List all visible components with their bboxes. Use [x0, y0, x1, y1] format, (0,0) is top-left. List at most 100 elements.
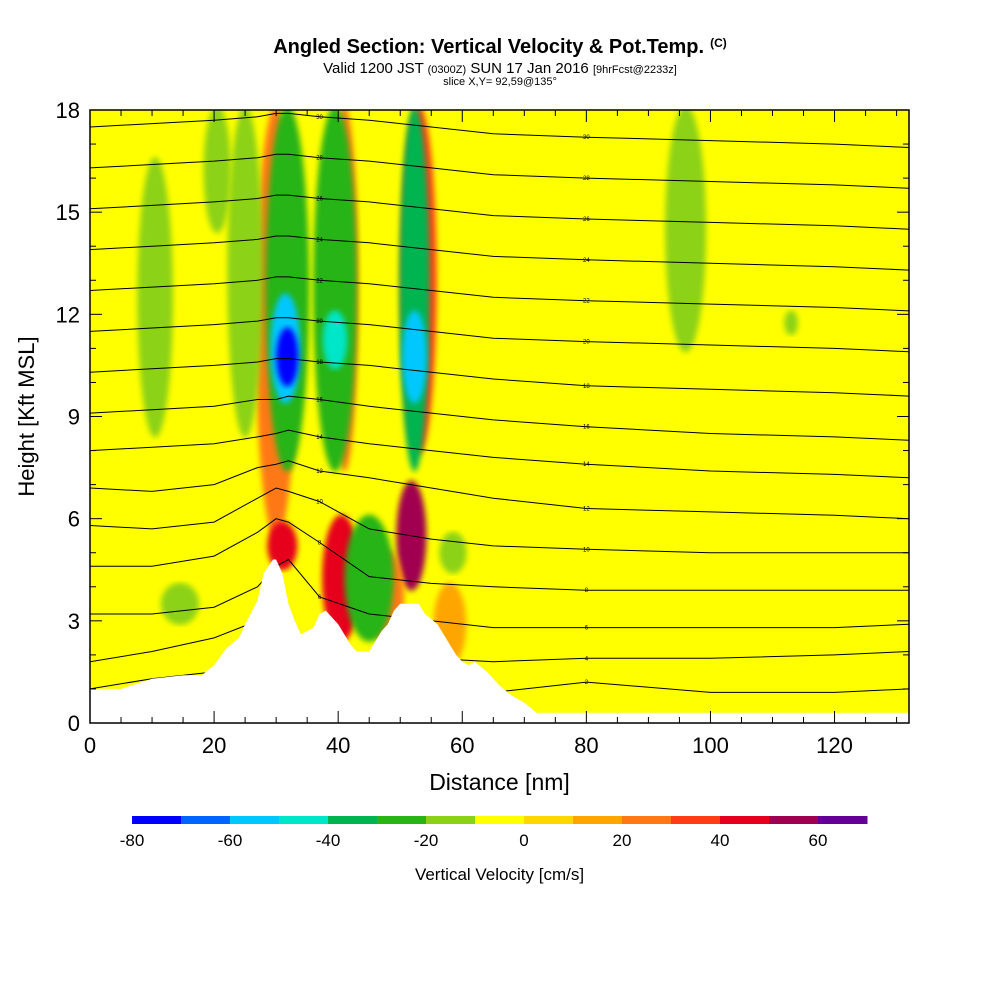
chart-title: Angled Section: Vertical Velocity & Pot.…: [0, 36, 1000, 59]
colorbar-swatch: [671, 816, 721, 824]
isentrope-label: 6: [318, 595, 322, 601]
colorbar-tick-label: -40: [316, 831, 341, 850]
downdraft-cell: [402, 310, 427, 404]
colorbar-tick-label: -20: [414, 831, 439, 850]
isentrope-label: 28: [316, 156, 323, 162]
colorbar-swatch: [181, 816, 231, 824]
slice-label: slice X,Y= 92,59@135°: [443, 76, 557, 88]
axes: 0 20 40 60 80 100 120 0 3 6 9 12 15 18 Distance [nm] He…: [14, 98, 910, 795]
isentrope-line: [90, 487, 909, 554]
subtitle-utc: (0300Z): [427, 64, 467, 76]
isentrope-label: 26: [583, 217, 590, 223]
isentrope-line: [90, 194, 909, 230]
x-tick-label: 0: [84, 733, 96, 758]
colorbar-swatch: [818, 816, 868, 824]
colorbar-swatch: [573, 816, 623, 824]
colorbar-swatch: [328, 816, 378, 824]
downdraft-cell: [160, 582, 200, 625]
y-tick-label: 3: [68, 609, 80, 634]
chart-title-text: Angled Section: Vertical Velocity & Pot.…: [273, 36, 705, 58]
isentrope-label: 20: [583, 340, 590, 346]
x-tick-label: 100: [692, 733, 729, 758]
y-tick-label: 0: [68, 711, 80, 736]
colorbar-swatch: [377, 816, 427, 824]
isentrope-label: 8: [318, 541, 322, 547]
isentrope-label: 2: [585, 680, 589, 686]
isentrope-line: [90, 153, 909, 189]
colorbar-swatch: [769, 816, 819, 824]
isentrope-label: 14: [583, 462, 590, 468]
isentrope-line: [90, 235, 909, 271]
isentrope-line: [90, 395, 909, 441]
colorbar-swatch: [132, 816, 182, 824]
isentrope-label: 14: [316, 435, 323, 441]
updraft-cell: [267, 521, 298, 571]
isentrope-label: 18: [316, 360, 323, 366]
x-tick-label: 60: [450, 733, 474, 758]
colorbar-label: Vertical Velocity [cm/s]: [415, 865, 584, 884]
isentrope-label: 8: [585, 588, 589, 594]
isentrope-line: [90, 518, 909, 591]
isentrope-label: 20: [316, 319, 323, 325]
colorbar-swatch: [622, 816, 672, 824]
isentrope-line: [90, 460, 909, 520]
x-tick-label: 40: [326, 733, 350, 758]
isentrope-line: [90, 429, 909, 479]
isentrope-label: 24: [583, 258, 590, 264]
colorbar-swatch: [230, 816, 280, 824]
downdraft-cell: [665, 110, 707, 353]
y-tick-label: 9: [68, 405, 80, 430]
isentrope-label: 22: [316, 278, 323, 284]
downdraft-cell: [276, 327, 299, 387]
subtitle-forecast: [9hrFcst@2233z]: [592, 64, 677, 76]
colorbar-swatch: [426, 816, 476, 824]
isentrope-label: 12: [583, 506, 590, 512]
x-tick-label: 80: [574, 733, 598, 758]
colorbar-tick-label: 60: [809, 831, 828, 850]
chart-title-tag: (C): [710, 36, 727, 50]
colorbar-swatch: [279, 816, 329, 824]
x-axis-label: Distance [nm]: [429, 769, 570, 795]
colorbar-tick-label: -60: [218, 831, 243, 850]
y-tick-label: 12: [56, 302, 80, 327]
isentrope-label: 10: [316, 500, 323, 506]
isentrope-label: 30: [583, 135, 590, 141]
plot-area: 2244668810101212141416161818202022222424…: [90, 110, 909, 723]
downdraft-cell: [203, 110, 231, 234]
colorbar-tick-label: 0: [519, 831, 528, 850]
downdraft-cell: [322, 310, 348, 370]
isentrope-label: 24: [316, 237, 323, 243]
colorbar-tick-label: -80: [120, 831, 145, 850]
downdraft-cell: [265, 110, 310, 472]
isentrope-label: 16: [583, 425, 590, 431]
y-tick-label: 6: [68, 507, 80, 532]
colorbar-tick-label: 20: [613, 831, 632, 850]
isentrope-line: [90, 358, 909, 397]
downdraft-cell: [784, 310, 798, 336]
isentrope-line: [90, 112, 909, 148]
x-tick-label: 120: [816, 733, 853, 758]
colorbar-swatch: [475, 816, 525, 824]
isentrope-label: 18: [583, 384, 590, 390]
downdraft-cell: [137, 157, 173, 438]
isentrope-line: [90, 558, 909, 629]
downdraft-cell: [439, 531, 467, 574]
x-tick-label: 20: [202, 733, 226, 758]
colorbar-swatch: [524, 816, 574, 824]
isentrope-label: 30: [316, 115, 323, 121]
isentrope-label: 10: [583, 547, 590, 553]
isentrope-label: 28: [583, 176, 590, 182]
isentrope-line: [90, 317, 909, 353]
isentrope-label: 26: [316, 197, 323, 203]
subtitle-date: SUN 17 Jan 2016: [470, 60, 589, 77]
isentrope-label: 12: [316, 469, 323, 475]
colorbar: -80 -60 -40 -20 0 20 40 60 Vertical Velocity [cm…: [120, 816, 868, 884]
isentrope-label: 16: [316, 397, 323, 403]
downdraft-cell: [227, 110, 263, 438]
subtitle-valid: Valid 1200 JST: [323, 60, 424, 77]
chart-subtitle: Valid 1200 JST (0300Z) SUN 17 Jan 2016 […: [0, 60, 1000, 77]
y-axis-label: Height [Kft MSL]: [14, 336, 39, 496]
isentrope-label: 22: [583, 299, 590, 305]
colorbar-tick-label: 40: [711, 831, 730, 850]
y-tick-label: 15: [56, 200, 80, 225]
